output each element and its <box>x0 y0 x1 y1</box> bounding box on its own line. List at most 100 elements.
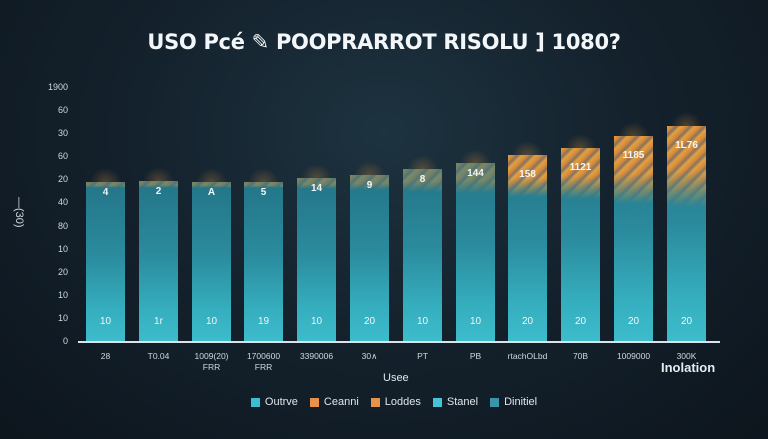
y-tick-label: 10 <box>57 289 68 300</box>
y-tick-label: 20 <box>57 174 68 185</box>
legend-item: Loddes <box>370 396 421 408</box>
legend-item: Outrve <box>250 396 298 408</box>
bar: 1185 20 <box>614 136 653 341</box>
bar-top-label: 5 <box>260 187 267 198</box>
bar-highlight <box>86 182 125 188</box>
bar-highlight <box>667 126 706 207</box>
bar-top-label: 14 <box>310 183 323 194</box>
bar-bottom-label: 20 <box>627 316 640 327</box>
x-tick-label: 1009000 <box>616 351 651 361</box>
bar-bottom-label: 20 <box>574 316 587 327</box>
bar-top-label: A <box>207 187 216 198</box>
bar-glow <box>248 168 279 182</box>
bar-top-label: 2 <box>155 186 162 197</box>
y-tick-label: 60 <box>57 151 68 162</box>
bar-highlight <box>244 182 283 188</box>
x-tick-label: 30∧ <box>361 351 378 361</box>
bar-bottom-label: 1r <box>154 316 163 327</box>
bar-glow <box>143 167 174 181</box>
bar-top-label: 4 <box>102 187 109 198</box>
bar: 1L76 20 <box>667 126 706 341</box>
bar: 5 19 <box>244 182 283 341</box>
bar-glow <box>618 122 649 136</box>
x-tick-label: 70B <box>572 351 589 361</box>
bar-bottom-label: 10 <box>416 316 429 327</box>
y-tick-label: 60 <box>57 105 68 116</box>
bar-glow <box>301 164 332 178</box>
y-tick-label: 80 <box>57 220 68 231</box>
bar: 2 1r <box>139 181 178 341</box>
legend-swatch-icon <box>309 397 319 407</box>
y-tick-label: 0 <box>62 336 68 346</box>
x-tick-label: 28 <box>100 351 111 361</box>
legend-label: Ceanni <box>323 396 359 408</box>
bar-top-label: 158 <box>519 169 536 180</box>
legend-item: Ceanni <box>309 396 359 408</box>
x-tick-label: PB <box>469 351 482 361</box>
bar-glow <box>671 112 702 126</box>
bar-highlight <box>403 169 442 192</box>
x-axis-label: Usee <box>383 372 409 384</box>
y-tick-label: 20 <box>57 266 68 277</box>
bar-highlight <box>456 163 495 194</box>
y-tick-label: 30 <box>57 128 68 139</box>
bar: 14 10 <box>297 178 336 341</box>
bar-highlight <box>192 182 231 188</box>
chart-title-text: USO Pcé ✎ POOPRARROT RISOLU ] 1080? <box>147 30 621 54</box>
x-tick-label: PT <box>417 351 428 361</box>
bar: 158 20 <box>508 155 547 341</box>
bar-highlight <box>297 178 336 189</box>
y-axis-label: —(30) <box>13 197 25 228</box>
x-tick-label: 1009(20) FRR <box>194 351 229 372</box>
legend-label: Loddes <box>384 396 421 408</box>
legend-swatch-icon <box>490 397 500 407</box>
bar-bottom-label: 10 <box>205 316 218 327</box>
y-tick-label: 10 <box>57 312 68 323</box>
bar-glow <box>407 155 438 169</box>
y-tick-label: 40 <box>57 197 68 208</box>
bar-bottom-label: 20 <box>521 316 534 327</box>
x-tick-label: 3390006 <box>299 351 334 361</box>
x-tick-label: T0.04 <box>147 351 170 361</box>
x-tick-label: rtachOLbd <box>507 351 548 361</box>
y-tick-label: 1900 <box>47 82 68 92</box>
legend-swatch-icon <box>370 397 380 407</box>
bar-top-label: 8 <box>419 174 426 185</box>
bar-glow <box>512 141 543 155</box>
bar-highlight <box>614 136 653 204</box>
legend-swatch-icon <box>432 397 442 407</box>
bar: 9 20 <box>350 175 389 341</box>
bar: 1121 20 <box>561 148 600 341</box>
bar-glow <box>90 168 121 182</box>
bar-top-label: 144 <box>467 168 484 179</box>
legend-item: Dinitiel <box>490 396 537 408</box>
bar-highlight <box>561 148 600 199</box>
x-tick-label: 1700600 FRR <box>246 351 281 372</box>
bar-glow <box>460 149 491 163</box>
bar-top-label: 1185 <box>622 150 645 161</box>
bar-bottom-label: 19 <box>257 316 270 327</box>
legend-swatch-icon <box>250 397 260 407</box>
chart-title: USO Pcé ✎ POOPRARROT RISOLU ] 1080? <box>0 30 768 54</box>
bar: 144 10 <box>456 163 495 341</box>
bar-top-label: 9 <box>366 180 373 191</box>
x-axis-secondary-label: Inolation <box>661 360 716 375</box>
bar-glow <box>196 168 227 182</box>
legend-item: Stanel <box>432 396 479 408</box>
legend: Outrve Ceanni Loddes Stanel Dinitiel <box>0 396 768 408</box>
bar-glow <box>565 134 596 148</box>
bar-top-label: 1121 <box>569 162 592 173</box>
legend-label: Outrve <box>264 396 298 408</box>
legend-label: Dinitiel <box>504 396 538 408</box>
x-tick-label: 300K <box>676 351 697 361</box>
bar-bottom-label: 20 <box>363 316 376 327</box>
bar-highlight <box>508 155 547 197</box>
bar-glow <box>354 161 385 175</box>
x-axis-line <box>78 341 720 343</box>
y-tick-label: 10 <box>57 243 68 254</box>
bar-highlight <box>350 175 389 190</box>
bar-bottom-label: 20 <box>680 316 693 327</box>
bar: 8 10 <box>403 169 442 341</box>
bar: 4 10 <box>86 182 125 341</box>
legend-label: Stanel <box>446 396 479 408</box>
